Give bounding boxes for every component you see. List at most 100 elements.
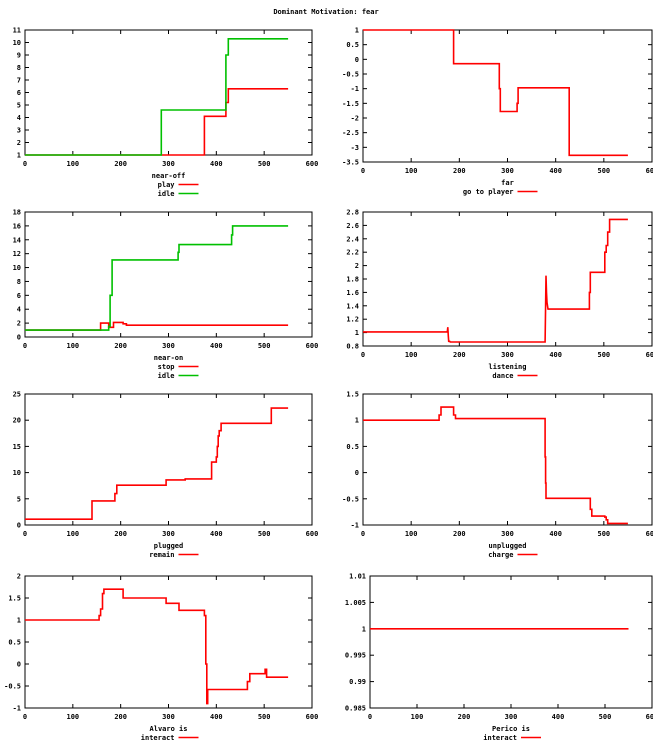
x-tick-label: 100 — [405, 167, 418, 175]
y-tick-label: 20 — [13, 417, 21, 425]
x-tick-label: 200 — [114, 713, 127, 721]
y-tick-label: -2.5 — [342, 129, 359, 137]
y-tick-label: 0 — [355, 469, 359, 477]
x-tick-label: 300 — [162, 713, 175, 721]
x-tick-label: 200 — [114, 530, 127, 538]
x-tick-label: 0 — [361, 167, 365, 175]
y-tick-label: 10 — [13, 39, 21, 47]
y-tick-label: 1 — [17, 152, 21, 160]
chart-title: near-off — [152, 172, 186, 180]
x-tick-label: 200 — [453, 351, 466, 359]
x-tick-label: 0 — [23, 160, 27, 168]
chart-title: near-on — [154, 354, 184, 362]
y-tick-label: 5 — [17, 495, 21, 503]
y-tick-label: 2 — [17, 573, 21, 581]
y-tick-label: 0.5 — [346, 41, 359, 49]
y-tick-label: 15 — [13, 443, 21, 451]
x-tick-label: 500 — [258, 342, 271, 350]
x-tick-label: 600 — [646, 713, 653, 721]
y-tick-label: 2 — [355, 262, 359, 270]
chart-panel: 0 100 200 300 400 500 600 0.8 1 1.2 1.4 1.6 1.8 2 2.2 2… — [346, 209, 653, 381]
y-tick-label: 7 — [17, 77, 21, 85]
y-tick-label: 9 — [17, 52, 21, 60]
chart-panel: 0 100 200 300 400 500 600 1 2 3 4 5 6 7 8 9 10 11 near-off… — [13, 27, 319, 199]
chart-title: Alvaro is — [150, 725, 188, 733]
legend-label: play — [158, 181, 176, 189]
y-tick-label: 6 — [17, 292, 21, 300]
x-tick-label: 400 — [210, 160, 223, 168]
x-tick-label: 0 — [361, 351, 365, 359]
x-tick-label: 200 — [114, 342, 127, 350]
y-tick-label: 6 — [17, 89, 21, 97]
series-line-charge — [363, 406, 628, 525]
legend-label: go to player — [463, 188, 514, 196]
legend-label: stop — [158, 363, 175, 371]
x-tick-label: 200 — [114, 160, 127, 168]
x-tick-label: 300 — [505, 713, 518, 721]
x-tick-label: 300 — [162, 342, 175, 350]
x-tick-label: 100 — [67, 713, 80, 721]
y-tick-label: 0.5 — [8, 639, 21, 647]
chart-panel: 0 100 200 300 400 500 600 0 5 10 15 20 25 pluggedrema… — [13, 391, 319, 560]
plot-frame — [362, 29, 653, 163]
series-line-stop — [25, 321, 289, 331]
chart-panel: 0 100 200 300 400 500 600 2 1.5 1 0.5 0 -0.5 -1 Alvaro… — [4, 573, 318, 742]
legend-label: charge — [488, 551, 513, 559]
plot-frame — [24, 29, 313, 156]
x-tick-label: 500 — [598, 167, 611, 175]
x-tick-label: 0 — [23, 342, 27, 350]
y-tick-label: 4 — [17, 306, 21, 314]
x-tick-label: 400 — [549, 351, 562, 359]
x-tick-label: 100 — [411, 713, 424, 721]
y-tick-label: 1.8 — [346, 276, 359, 284]
y-tick-label: 14 — [13, 236, 21, 244]
legend-label: interact — [141, 734, 175, 742]
x-tick-label: 600 — [646, 530, 653, 538]
chart-title: far — [501, 179, 514, 187]
series-line-remain — [25, 407, 289, 520]
y-tick-label: 11 — [13, 27, 21, 35]
legend-label: idle — [158, 372, 175, 380]
chart-title: plugged — [154, 542, 184, 550]
y-tick-label: 3 — [17, 127, 21, 135]
y-tick-label: 4 — [17, 114, 21, 122]
y-tick-label: 8 — [17, 278, 21, 286]
y-tick-label: 1 — [355, 417, 359, 425]
x-tick-label: 600 — [306, 530, 319, 538]
x-tick-label: 0 — [23, 530, 27, 538]
x-tick-label: 400 — [552, 713, 565, 721]
x-tick-label: 300 — [501, 167, 514, 175]
x-tick-label: 200 — [453, 530, 466, 538]
chart-title: Perico is — [492, 725, 530, 733]
series-line-idle — [25, 38, 289, 156]
y-tick-label: 1.5 — [346, 391, 359, 399]
series-line-play — [25, 88, 289, 156]
y-tick-label: 1 — [355, 329, 359, 337]
y-tick-label: 1.4 — [346, 302, 359, 310]
x-tick-label: 500 — [258, 713, 271, 721]
series-line-interact — [25, 588, 289, 705]
x-tick-label: 300 — [501, 351, 514, 359]
y-tick-label: 1.01 — [349, 573, 366, 581]
x-tick-label: 0 — [368, 713, 372, 721]
y-tick-label: 8 — [17, 64, 21, 72]
y-tick-label: 1 — [17, 617, 21, 625]
x-tick-label: 400 — [549, 530, 562, 538]
y-tick-label: 0.985 — [345, 705, 366, 713]
y-tick-label: 2.6 — [346, 222, 359, 230]
y-tick-label: -1 — [351, 522, 359, 530]
plot-frame — [24, 575, 313, 709]
figure-title: Dominant Motivation: fear — [273, 8, 378, 16]
x-tick-label: 100 — [67, 530, 80, 538]
y-tick-label: -1.5 — [342, 100, 359, 108]
x-tick-label: 300 — [162, 530, 175, 538]
y-tick-label: 0 — [17, 334, 21, 342]
y-tick-label: -0.5 — [4, 683, 21, 691]
x-tick-label: 400 — [210, 713, 223, 721]
y-tick-label: 0 — [355, 56, 359, 64]
x-tick-label: 100 — [67, 342, 80, 350]
y-tick-label: 0 — [17, 661, 21, 669]
x-tick-label: 100 — [405, 351, 418, 359]
y-tick-label: 1.2 — [346, 316, 359, 324]
